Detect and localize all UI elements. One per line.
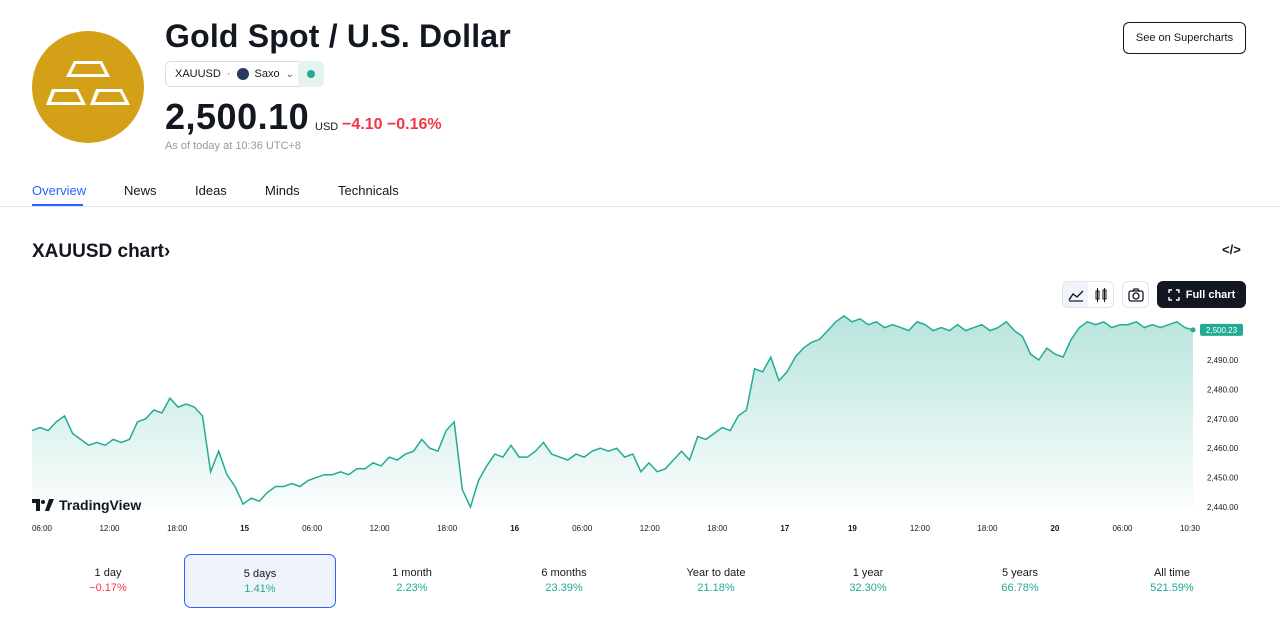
last-price-badge [1200, 323, 1243, 336]
active-tab-indicator [32, 204, 83, 206]
fullscreen-icon [1168, 288, 1180, 301]
x-tick-label: 18:00 [437, 524, 458, 533]
chart-title-link[interactable]: XAUUSD chart› [32, 241, 170, 263]
period-1-year[interactable]: 1 year 32.30% [792, 554, 944, 608]
period-1-day[interactable]: 1 day −0.17% [32, 554, 184, 608]
period-change: 1.41% [244, 583, 276, 595]
tab-minds[interactable]: Minds [265, 183, 300, 198]
separator: · [226, 68, 231, 80]
x-tick-label: 16 [510, 524, 519, 533]
period-change: 2.23% [396, 582, 428, 594]
period-label: 1 year [852, 567, 884, 579]
y-tick-label: 2,490.00 [1207, 356, 1239, 365]
x-tick-label: 19 [848, 524, 857, 533]
x-tick-label: 18:00 [977, 524, 998, 533]
tab-technicals[interactable]: Technicals [338, 183, 399, 198]
x-tick-label: 12:00 [910, 524, 931, 533]
period-change: 23.39% [545, 582, 583, 594]
x-tick-label: 10:30 [1180, 524, 1201, 533]
chart-style-toggle [1062, 281, 1114, 308]
market-open-dot-icon [307, 70, 315, 78]
gold-bars-logo [32, 31, 144, 143]
period-label: 1 month [392, 567, 432, 579]
price-line [31, 314, 1194, 510]
chevron-down-icon: ⌄ [285, 68, 294, 80]
x-tick-label: 06:00 [572, 524, 593, 533]
period-label: All time [1153, 567, 1191, 579]
price-currency: USD [315, 121, 339, 133]
period-change: 32.30% [849, 582, 887, 594]
chevron-right-icon: › [163, 241, 171, 262]
last-price-label: 2,500.23 [1206, 326, 1238, 335]
price-change: −4.10 −0.16% [342, 116, 442, 134]
x-tick-label: 12:00 [370, 524, 391, 533]
period-performance-bar: 1 day −0.17% 5 days 1.41% 1 month 2.23% 6 mont… [32, 554, 1248, 608]
tab-overview[interactable]: Overview [32, 183, 87, 198]
tab-news[interactable]: News [124, 183, 157, 198]
exchange-flag-icon [236, 68, 249, 80]
x-tick-label: 18:00 [167, 524, 188, 533]
last-price-dot [1190, 327, 1196, 333]
y-tick-label: 2,480.00 [1207, 385, 1239, 394]
area-chart-icon [1067, 290, 1083, 302]
x-tick-label: 15 [240, 524, 249, 533]
symbol-label: XAUUSD [175, 68, 221, 80]
as-of-timestamp: As of today at 10:36 UTC+8 [165, 140, 302, 152]
x-tick-label: 20 [1050, 524, 1059, 533]
tradingview-brand: TradingView [32, 497, 141, 513]
period-label: Year to date [686, 567, 746, 579]
period-5-years[interactable]: 5 years 66.78% [944, 554, 1096, 608]
change-pct: −0.16% [386, 116, 442, 133]
tab-bar: Overview News Ideas Minds Technicals [0, 183, 1280, 207]
period-1-month[interactable]: 1 month 2.23% [336, 554, 488, 608]
full-chart-label: Full chart [1185, 288, 1236, 301]
change-abs: −4.10 [342, 116, 383, 133]
page-title: Gold Spot / U.S. Dollar [165, 18, 511, 54]
x-tick-label: 06:00 [1112, 524, 1133, 533]
period-5-days[interactable]: 5 days 1.41% [184, 554, 336, 608]
period-change: −0.17% [89, 582, 127, 594]
y-tick-label: 2,470.00 [1207, 415, 1239, 424]
camera-icon [1127, 287, 1144, 302]
y-tick-label: 2,440.00 [1207, 503, 1239, 512]
candles-chart-button[interactable] [1088, 282, 1113, 307]
y-tick-label: 2,450.00 [1207, 474, 1239, 483]
embed-code-icon[interactable]: </> [1222, 242, 1241, 257]
full-chart-button[interactable]: Full chart [1157, 281, 1246, 308]
price-area-fill [32, 315, 1193, 510]
x-tick-label: 18:00 [707, 524, 728, 533]
exchange-label: Saxo [254, 68, 280, 80]
x-tick-label: 17 [780, 524, 789, 533]
period-label: 1 day [94, 567, 122, 579]
candles-icon [1095, 287, 1106, 302]
period-all-time[interactable]: All time 521.59% [1096, 554, 1248, 608]
tradingview-logo-icon [32, 499, 54, 511]
price-value: 2,500.10 [165, 96, 310, 137]
period-label: 5 days [243, 568, 277, 580]
x-tick-label: 12:00 [640, 524, 661, 533]
period-label: 6 months [541, 567, 587, 579]
period-change: 21.18% [697, 582, 735, 594]
market-status-indicator[interactable] [298, 61, 324, 87]
see-on-supercharts-button[interactable]: See on Supercharts [1123, 22, 1246, 54]
tab-ideas[interactable]: Ideas [195, 183, 227, 198]
snapshot-button[interactable] [1122, 281, 1149, 308]
area-chart-button[interactable] [1063, 282, 1088, 307]
x-tick-label: 06:00 [32, 524, 53, 533]
y-tick-label: 2,460.00 [1207, 444, 1239, 453]
symbol-exchange-selector[interactable]: XAUUSD · Saxo ⌄ [165, 61, 304, 87]
x-tick-label: 12:00 [99, 524, 120, 533]
period-change: 521.59% [1150, 582, 1194, 594]
brand-text: TradingView [59, 497, 142, 513]
chart-title-text: XAUUSD chart [32, 241, 164, 262]
period-change: 66.78% [1001, 582, 1039, 594]
price-chart[interactable]: 06:00 12:00 18:00 15 06:00 12:00 18:00 16 06:00 1… [0, 310, 1280, 545]
x-tick-label: 06:00 [302, 524, 323, 533]
period-6-months[interactable]: 6 months 23.39% [488, 554, 640, 608]
period-label: 5 years [1001, 567, 1039, 579]
period-year-to-date[interactable]: Year to date 21.18% [640, 554, 792, 608]
